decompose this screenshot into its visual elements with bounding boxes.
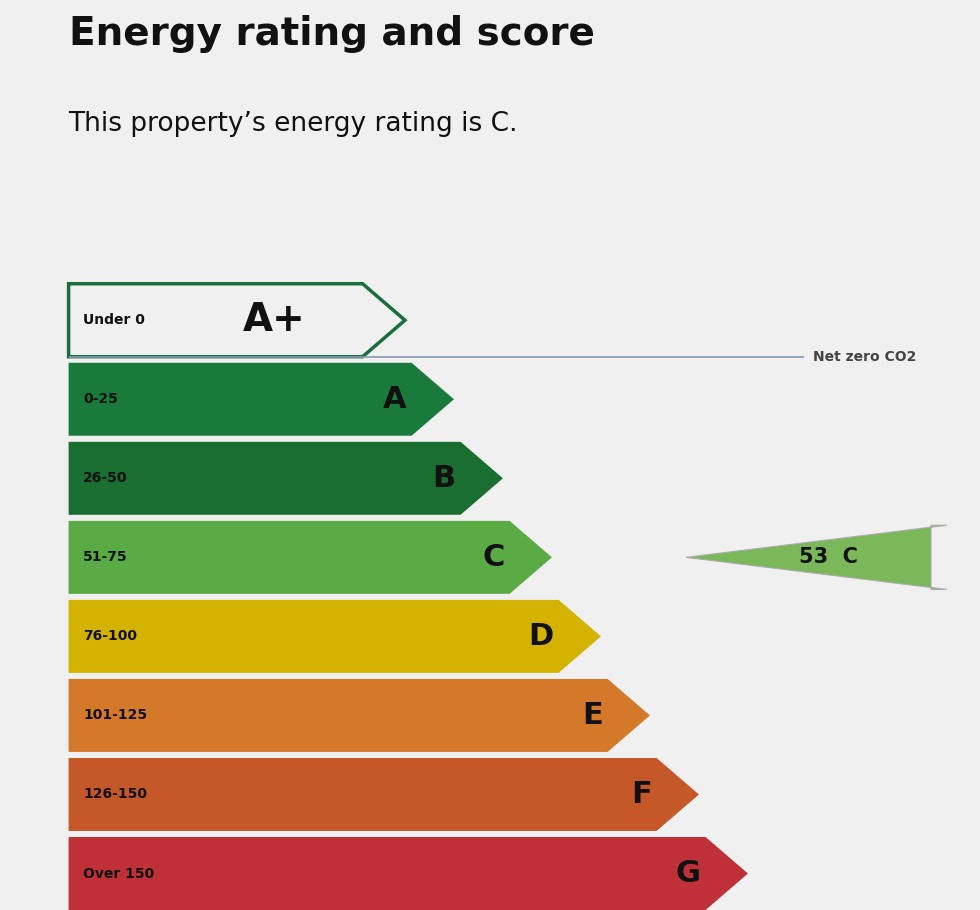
Text: A: A (383, 385, 407, 414)
Text: 126-150: 126-150 (83, 787, 147, 802)
Text: Energy rating and score: Energy rating and score (69, 15, 595, 53)
Text: Under 0: Under 0 (83, 313, 145, 328)
Text: This property’s energy rating is C.: This property’s energy rating is C. (69, 111, 518, 137)
Polygon shape (69, 679, 650, 752)
Text: C: C (482, 543, 505, 571)
Text: D: D (528, 622, 554, 651)
Polygon shape (69, 442, 503, 515)
Text: G: G (675, 859, 701, 888)
Text: B: B (432, 464, 456, 493)
Text: 53  C: 53 C (799, 547, 858, 567)
Polygon shape (69, 837, 748, 910)
Text: Net zero CO2: Net zero CO2 (813, 349, 916, 364)
Polygon shape (69, 284, 405, 357)
Text: 0-25: 0-25 (83, 392, 119, 406)
Polygon shape (69, 363, 454, 436)
Text: 26-50: 26-50 (83, 471, 127, 485)
Text: 101-125: 101-125 (83, 708, 147, 723)
Text: A+: A+ (243, 301, 306, 339)
Polygon shape (686, 525, 947, 590)
Polygon shape (69, 600, 601, 672)
Polygon shape (69, 521, 552, 594)
Text: F: F (631, 780, 652, 809)
Text: 51-75: 51-75 (83, 551, 128, 564)
Text: E: E (582, 701, 603, 730)
Polygon shape (69, 758, 699, 831)
Text: Over 150: Over 150 (83, 866, 155, 881)
Text: 76-100: 76-100 (83, 630, 137, 643)
